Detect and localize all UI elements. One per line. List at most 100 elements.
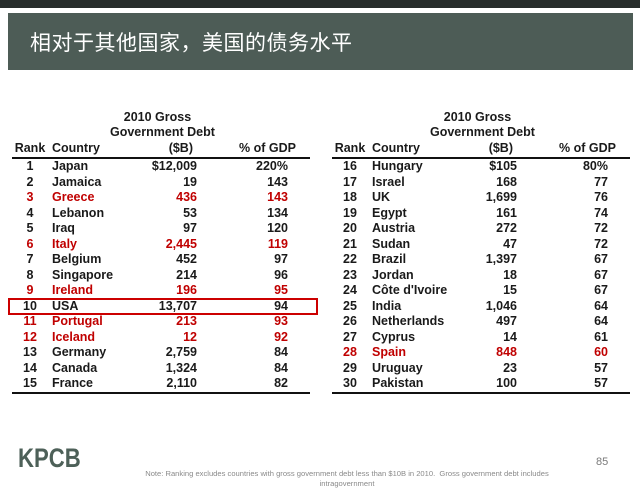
debt-cell: 272	[496, 221, 517, 235]
country-cell: Canada	[52, 360, 98, 375]
gdp-cell: 97	[274, 252, 288, 266]
rank-cell: 12	[23, 329, 37, 344]
gdp-cell: 120	[267, 221, 288, 235]
table-row: 22 Brazil 1,397 67	[332, 252, 630, 268]
spacer	[205, 110, 310, 125]
table-row: 8 Singapore 214 96	[12, 268, 310, 284]
country-cell: Egypt	[372, 205, 407, 220]
debt-cell: 497	[496, 314, 517, 328]
gdp-cell: 61	[594, 329, 608, 344]
gdp-cell: 119	[267, 236, 288, 251]
table-row: 12 Iceland 12 92	[12, 330, 310, 346]
rank-cell: 5	[26, 221, 34, 235]
rank-cell: 1	[26, 159, 34, 173]
table-row: 10 USA 13,707 94	[8, 297, 318, 315]
gdp-cell: 57	[594, 360, 608, 375]
table-header-line2: Government Debt	[332, 125, 630, 140]
table-row: 25 India 1,046 64	[332, 299, 630, 315]
country-cell: Netherlands	[372, 314, 445, 328]
rank-cell: 29	[343, 360, 357, 375]
debt-cell: 1,046	[485, 298, 517, 313]
debt-cell: 452	[176, 252, 197, 266]
table-row: 21 Sudan 47 72	[332, 237, 630, 253]
gdp-cell: 84	[274, 360, 288, 375]
rank-cell: 8	[26, 267, 34, 282]
table-row: 17 Israel 168 77	[332, 175, 630, 191]
country-cell: USA	[52, 298, 79, 313]
rank-cell: 27	[343, 329, 357, 344]
rank-cell: 14	[23, 360, 37, 375]
country-cell: Greece	[52, 190, 95, 204]
table-row: 30 Pakistan 100 57	[332, 376, 630, 392]
debt-cell: 100	[496, 376, 517, 390]
country-cell: Brazil	[372, 252, 407, 266]
country-cell: Singapore	[52, 267, 114, 282]
page-number: 85	[596, 456, 609, 468]
table-row: 29 Uruguay 23 57	[332, 361, 630, 377]
country-cell: Israel	[372, 174, 405, 189]
debt-cell: 13,707	[158, 298, 197, 313]
rank-cell: 11	[23, 314, 37, 328]
table-row: 26 Netherlands 497 64	[332, 314, 630, 330]
table-row: 16 Hungary $105 80%	[332, 159, 630, 175]
rank-cell: 7	[26, 252, 34, 266]
table-header-row: Rank Country ($B) % of GDP	[332, 140, 630, 159]
country-cell: Portugal	[52, 314, 103, 328]
gdp-cell: 84	[274, 345, 288, 359]
gdp-cell: 60	[594, 345, 608, 359]
col-header-country: Country	[372, 141, 420, 155]
spacer	[368, 125, 430, 140]
debt-cell: 2,110	[166, 376, 197, 390]
rank-cell: 16	[343, 159, 357, 173]
table-row: 2 Jamaica 19 143	[12, 175, 310, 191]
col-header-gdp: % of GDP	[559, 141, 616, 155]
spacer	[12, 110, 48, 125]
country-cell: Sudan	[372, 236, 411, 251]
col-header-country: Country	[52, 141, 100, 155]
rank-cell: 15	[23, 376, 37, 390]
rank-cell: 30	[343, 376, 357, 390]
debt-cell: 1,324	[165, 360, 197, 375]
rank-cell: 3	[26, 190, 34, 204]
gdp-cell: 220%	[256, 159, 288, 173]
col-header-debt-line2: Government Debt	[110, 125, 215, 139]
col-header-rank: Rank	[14, 141, 46, 155]
top-strip	[0, 0, 640, 8]
table-row: 5 Iraq 97 120	[12, 221, 310, 237]
gdp-cell: 76	[594, 190, 608, 204]
country-cell: Uruguay	[372, 360, 423, 375]
debt-cell: 2,759	[165, 345, 197, 359]
debt-cell: $105	[489, 159, 517, 173]
table-row: 14 Canada 1,324 84	[12, 361, 310, 377]
table-row: 23 Jordan 18 67	[332, 268, 630, 284]
country-cell: Cyprus	[372, 329, 416, 344]
country-cell: Japan	[52, 159, 89, 173]
country-cell: Austria	[372, 221, 416, 235]
debt-table-left: 2010 Gross Government Debt Rank Country …	[8, 110, 318, 394]
table-row: 9 Ireland 196 95	[12, 283, 310, 299]
gdp-cell: 72	[594, 221, 608, 235]
country-cell: Pakistan	[372, 376, 424, 390]
country-cell: Lebanon	[52, 205, 105, 220]
debt-cell: 12	[183, 329, 197, 344]
gdp-cell: 57	[594, 376, 608, 390]
country-cell: Jamaica	[52, 174, 102, 189]
rank-cell: 25	[343, 298, 357, 313]
spacer	[12, 125, 48, 140]
gdp-cell: 134	[267, 205, 288, 220]
debt-cell: 18	[503, 267, 517, 282]
table-row: 28 Spain 848 60	[332, 345, 630, 361]
rank-cell: 18	[343, 190, 357, 204]
country-cell: Iceland	[52, 329, 96, 344]
table-row: 18 UK 1,699 76	[332, 190, 630, 206]
rank-cell: 26	[343, 314, 357, 328]
table-row: 13 Germany 2,759 84	[12, 345, 310, 361]
table-header-line1: 2010 Gross	[332, 110, 630, 125]
gdp-cell: 143	[267, 190, 288, 204]
debt-cell: 23	[503, 360, 517, 375]
rank-cell: 10	[23, 298, 37, 313]
rank-cell: 21	[343, 236, 357, 251]
gdp-cell: 67	[594, 267, 608, 282]
table-header-line2: Government Debt	[12, 125, 310, 140]
